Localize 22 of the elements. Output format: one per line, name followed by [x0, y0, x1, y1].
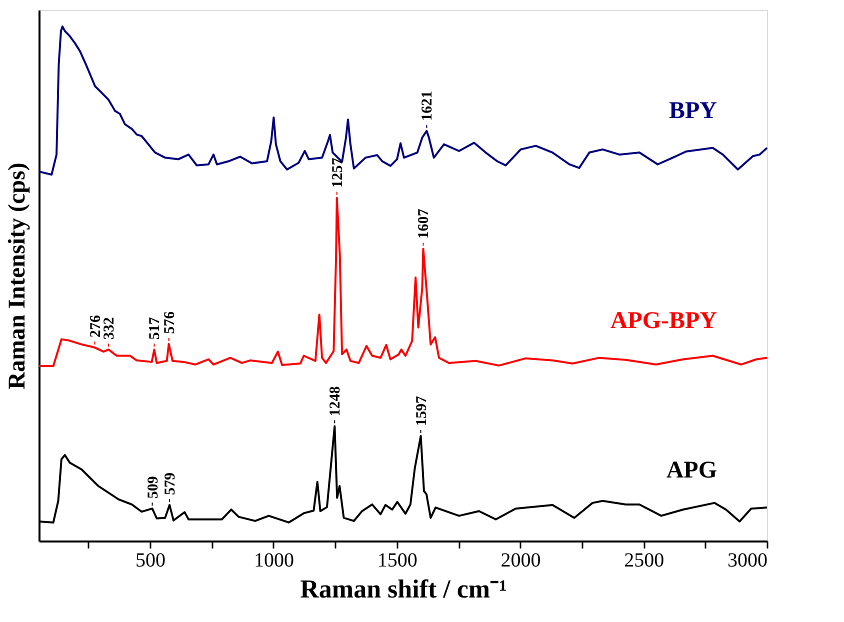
x-axis-title: Raman shift / cm⁻¹ — [300, 574, 507, 604]
x-tick-label: 2000 — [500, 550, 541, 572]
annotation: 276 — [88, 314, 104, 338]
x-tick-label: 500 — [136, 550, 166, 572]
annotation: 1257 — [330, 157, 346, 188]
annotation: 579 — [162, 472, 179, 495]
annotation: 576 — [162, 310, 178, 334]
annotation: 517 — [147, 316, 164, 340]
annotation: 1248 — [328, 386, 344, 416]
annotation: 1607 — [416, 208, 432, 239]
y-axis-title: Raman Intensity (cps) — [4, 162, 30, 390]
x-tick-label: 1500 — [377, 550, 418, 572]
series-label: APG — [666, 458, 718, 484]
x-tick-label: 3000 — [728, 550, 768, 572]
series-label: BPY — [669, 98, 717, 124]
x-tick-label: 2500 — [624, 550, 664, 572]
annotation: 332 — [102, 317, 118, 340]
annotation: 509 — [145, 476, 162, 499]
annotation: 1621 — [420, 90, 436, 121]
x-tick-label: 1000 — [254, 550, 294, 572]
annotation: 1597 — [414, 396, 430, 426]
series-label: APG-BPY — [610, 308, 717, 334]
